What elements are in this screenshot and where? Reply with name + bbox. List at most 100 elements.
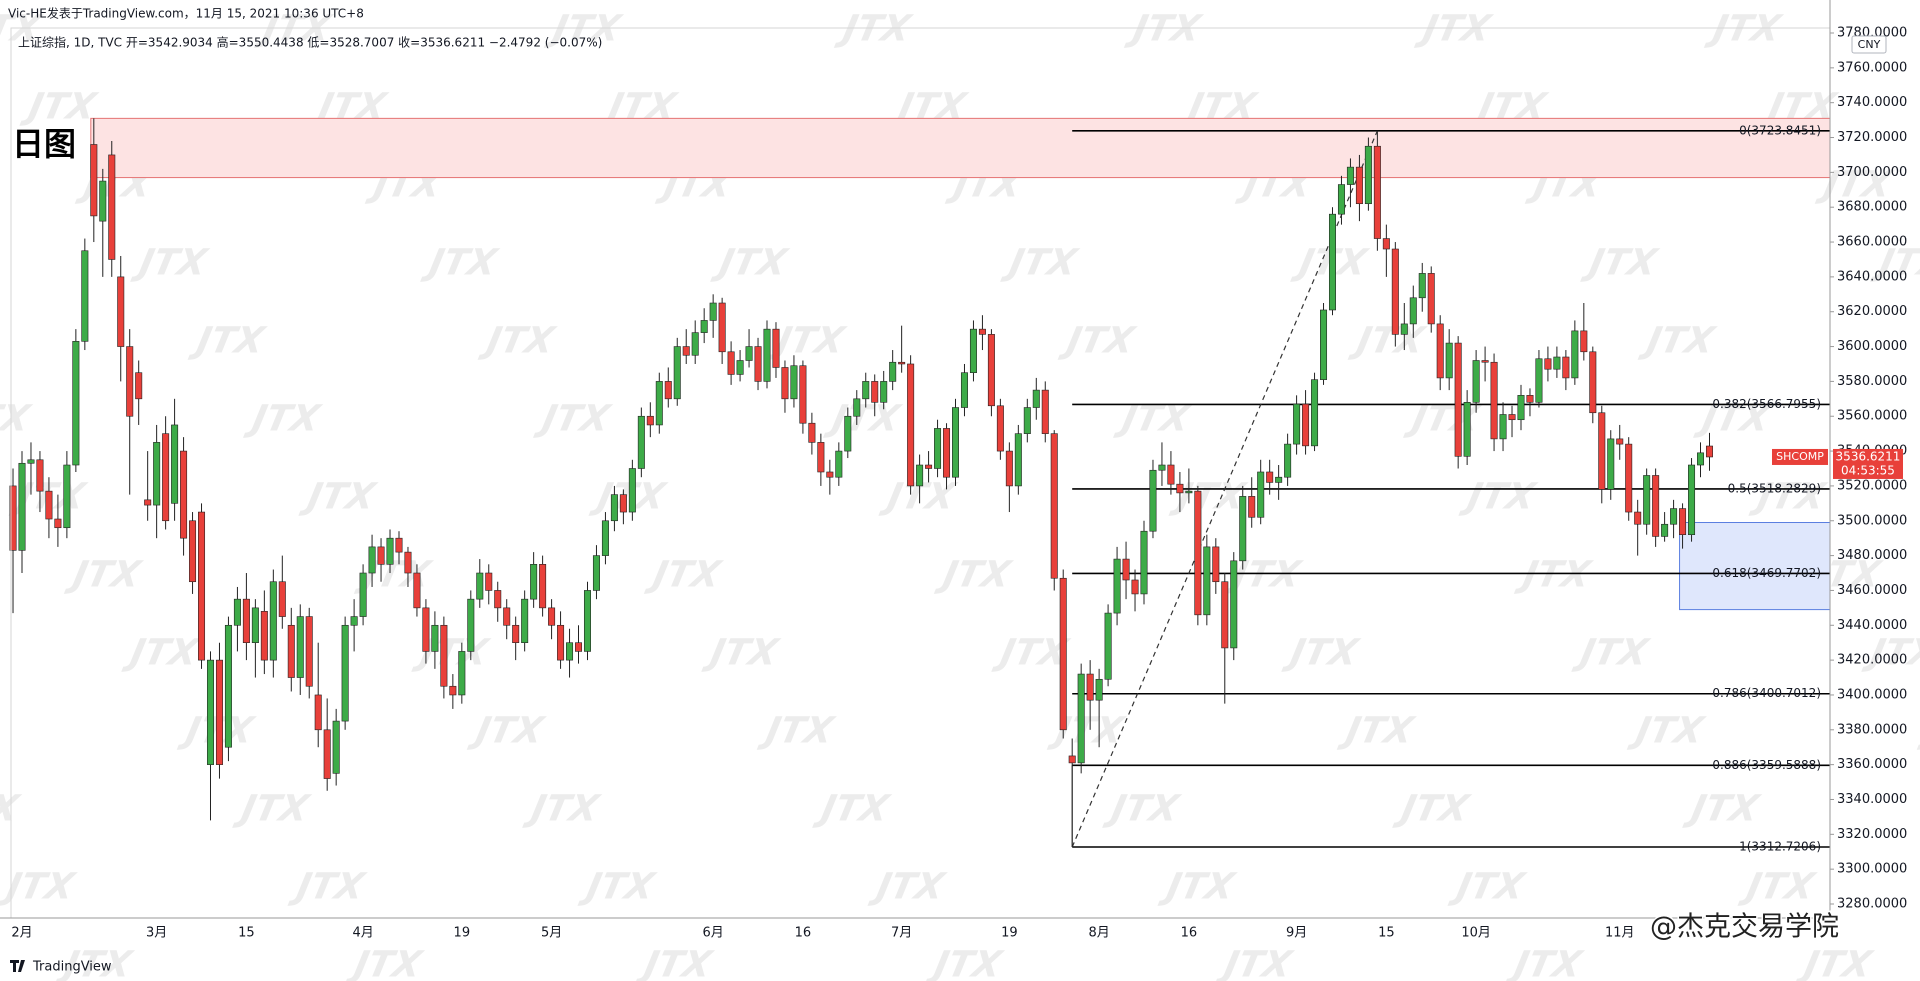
watermark: JTX <box>465 709 549 752</box>
candle-body <box>862 381 870 400</box>
watermark: JTX <box>0 865 80 908</box>
candle-body <box>817 442 825 473</box>
candle-body <box>969 328 977 373</box>
fib-label: 1(3312.7206) <box>1739 840 1821 854</box>
candle-body <box>1221 581 1229 649</box>
watermark: JTX <box>1446 865 1530 908</box>
candle-body <box>754 346 762 382</box>
candle-body <box>1589 351 1597 414</box>
watermark: JTX <box>866 865 950 908</box>
x-tick-label: 16 <box>795 926 812 941</box>
candle-body <box>1427 273 1435 325</box>
candle-body <box>1095 678 1103 701</box>
x-tick-label: 16 <box>1181 926 1198 941</box>
y-tick-label: 3740.0000 <box>1837 95 1907 110</box>
y-tick-label: 3440.0000 <box>1837 618 1907 633</box>
candle-body <box>601 520 609 556</box>
candle-body <box>1481 360 1489 363</box>
candle-body <box>1705 445 1713 458</box>
candle-body <box>1616 438 1624 445</box>
watermark: JTX <box>1280 631 1364 674</box>
candle-body <box>503 607 511 626</box>
y-tick-label: 3420.0000 <box>1837 653 1907 668</box>
candle-body <box>709 302 717 321</box>
candle-body <box>476 572 484 600</box>
candle-body <box>1302 403 1310 447</box>
candle-body <box>1373 145 1381 239</box>
symbol-tag-box <box>1772 448 1828 465</box>
candle-body <box>1490 361 1498 440</box>
candle-body <box>1652 475 1660 537</box>
candle-body <box>521 598 529 644</box>
candle-body <box>1311 379 1319 447</box>
candle-body <box>619 494 627 513</box>
candle-body <box>664 381 672 400</box>
trend-line <box>1071 130 1378 848</box>
candle-body <box>1661 523 1669 537</box>
candle-body <box>1194 490 1202 616</box>
watermark: JTX <box>1101 787 1185 830</box>
candle-body <box>1068 755 1076 764</box>
candle-body <box>215 659 223 765</box>
y-tick-label: 3460.0000 <box>1837 583 1907 598</box>
y-tick-label: 3640.0000 <box>1837 269 1907 284</box>
y-tick-label: 3720.0000 <box>1837 130 1907 145</box>
candle-body <box>224 624 232 748</box>
candle-body <box>916 464 924 487</box>
candle-body <box>485 572 493 591</box>
candle-body <box>1293 403 1301 445</box>
chart-subtitle: 上证综指, 1D, TVC 开=3542.9034 高=3550.4438 低=… <box>18 35 602 50</box>
price-zone <box>1679 522 1831 611</box>
candle-body <box>1050 433 1058 579</box>
candle-body <box>90 144 98 217</box>
candle-body <box>790 365 798 400</box>
candle-body <box>233 598 241 626</box>
candle-body <box>198 511 206 661</box>
credit-watermark: @杰克交易学院 <box>1650 912 1839 943</box>
y-tick-label: 3760.0000 <box>1837 60 1907 75</box>
candle-body <box>260 611 268 661</box>
watermark: JTX <box>933 553 1017 596</box>
candle-body <box>269 581 277 661</box>
candle-body <box>1571 330 1579 379</box>
candle-body <box>368 546 376 574</box>
candle-body <box>242 598 250 644</box>
candle-body <box>1670 508 1678 525</box>
candle-body <box>835 450 843 478</box>
candle-body <box>287 624 295 678</box>
chart-title: Vic-HE发表于TradingView.com，11月 15, 2021 10… <box>8 6 364 21</box>
candle-body <box>691 332 699 356</box>
candle-body <box>440 624 448 687</box>
candle-body <box>566 642 574 661</box>
candle-body <box>1454 342 1462 457</box>
candle-body <box>1266 471 1274 483</box>
fib-label: 0.618(3469.7702) <box>1712 566 1821 580</box>
candle-body <box>189 520 197 583</box>
watermark: JTX <box>18 85 102 128</box>
candle-body <box>673 346 681 400</box>
y-tick-label: 3660.0000 <box>1837 235 1907 250</box>
candle-body <box>1625 443 1633 513</box>
candle-body <box>1400 323 1408 335</box>
candle-body <box>305 616 313 687</box>
watermark: JTX <box>1167 475 1251 518</box>
watermark: JTX <box>129 241 213 284</box>
candle-body <box>1634 511 1642 525</box>
candle-body <box>1320 309 1328 380</box>
watermark: JTX <box>1045 709 1129 752</box>
candle-body <box>99 180 107 222</box>
x-tick-label: 8月 <box>1088 926 1109 941</box>
candle-body <box>960 372 968 408</box>
watermark: JTX <box>186 319 270 362</box>
x-tick-label: 2月 <box>11 926 32 941</box>
candle-body <box>1553 356 1561 370</box>
y-tick-label: 3280.0000 <box>1837 897 1907 912</box>
candle-body <box>126 346 134 417</box>
price-tag-box <box>1833 448 1903 479</box>
candle-body <box>1382 238 1390 250</box>
candle-body <box>1203 546 1211 616</box>
axis-layer: 3280.0000 3300.0000 3320.0000 3340.0000 3360… <box>11 26 1907 941</box>
watermark: JTX <box>811 787 895 830</box>
candle-body <box>646 415 654 426</box>
